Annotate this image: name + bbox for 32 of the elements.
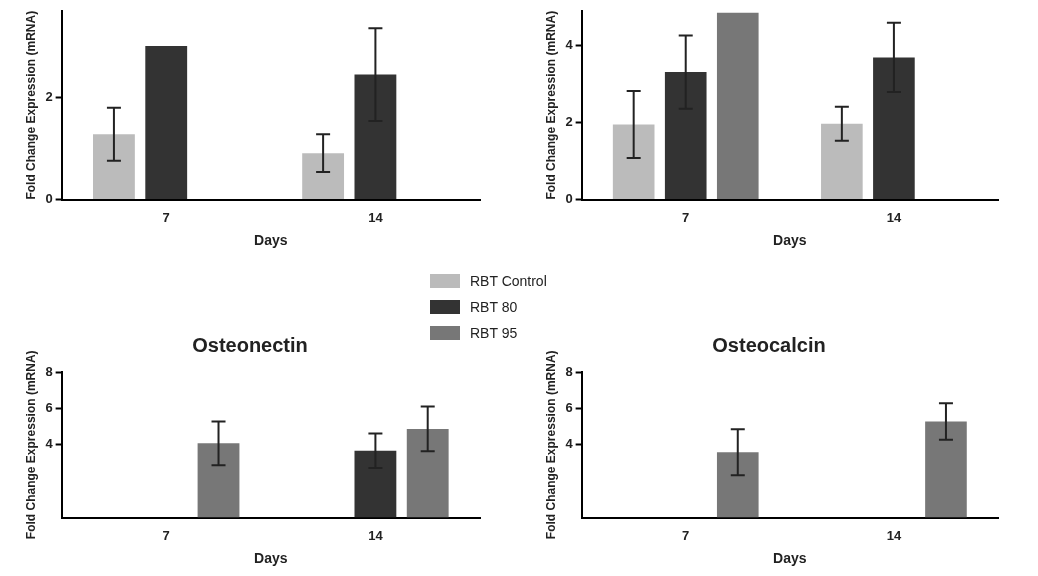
y-axis-title: Fold Change Expression (mRNA) (23, 350, 38, 540)
x-tick-label: 7 (682, 209, 690, 225)
y-axis-title: Fold Change Expression (mRNA) (543, 10, 558, 200)
x-tick-label: 14 (886, 209, 902, 225)
x-tick-label: 14 (886, 527, 902, 543)
y-axis-title: Fold Change Expression (mRNA) (23, 10, 38, 200)
chart-title: Osteonectin (192, 333, 308, 356)
y-tick-label: 8 (45, 363, 53, 379)
x-axis-title: Days (773, 550, 807, 567)
y-axis-title: Fold Change Expression (mRNA) (543, 350, 558, 540)
x-axis-title: Days (773, 232, 807, 249)
legend-label: RBT 95 (470, 325, 518, 341)
x-tick-label: 14 (368, 209, 384, 225)
y-tick-label: 4 (565, 37, 574, 53)
y-tick-label: 0 (565, 191, 573, 207)
chart-title: Osteocalcin (712, 333, 826, 356)
legend-label: RBT Control (470, 273, 547, 289)
y-tick-label: 4 (45, 436, 54, 452)
y-tick-label: 2 (565, 114, 573, 130)
x-tick-label: 7 (682, 527, 690, 543)
legend-label: RBT 80 (470, 299, 518, 315)
x-tick-label: 7 (162, 209, 170, 225)
y-tick-label: 8 (565, 363, 573, 379)
y-tick-label: 6 (565, 399, 573, 415)
y-tick-label: 6 (45, 399, 53, 415)
x-tick-label: 14 (368, 527, 384, 543)
y-tick-label: 2 (45, 89, 53, 105)
y-tick-label: 0 (45, 191, 53, 207)
y-tick-label: 4 (565, 436, 574, 452)
x-axis-title: Days (254, 232, 288, 249)
x-axis-title: Days (254, 550, 288, 567)
x-tick-label: 7 (162, 527, 170, 543)
